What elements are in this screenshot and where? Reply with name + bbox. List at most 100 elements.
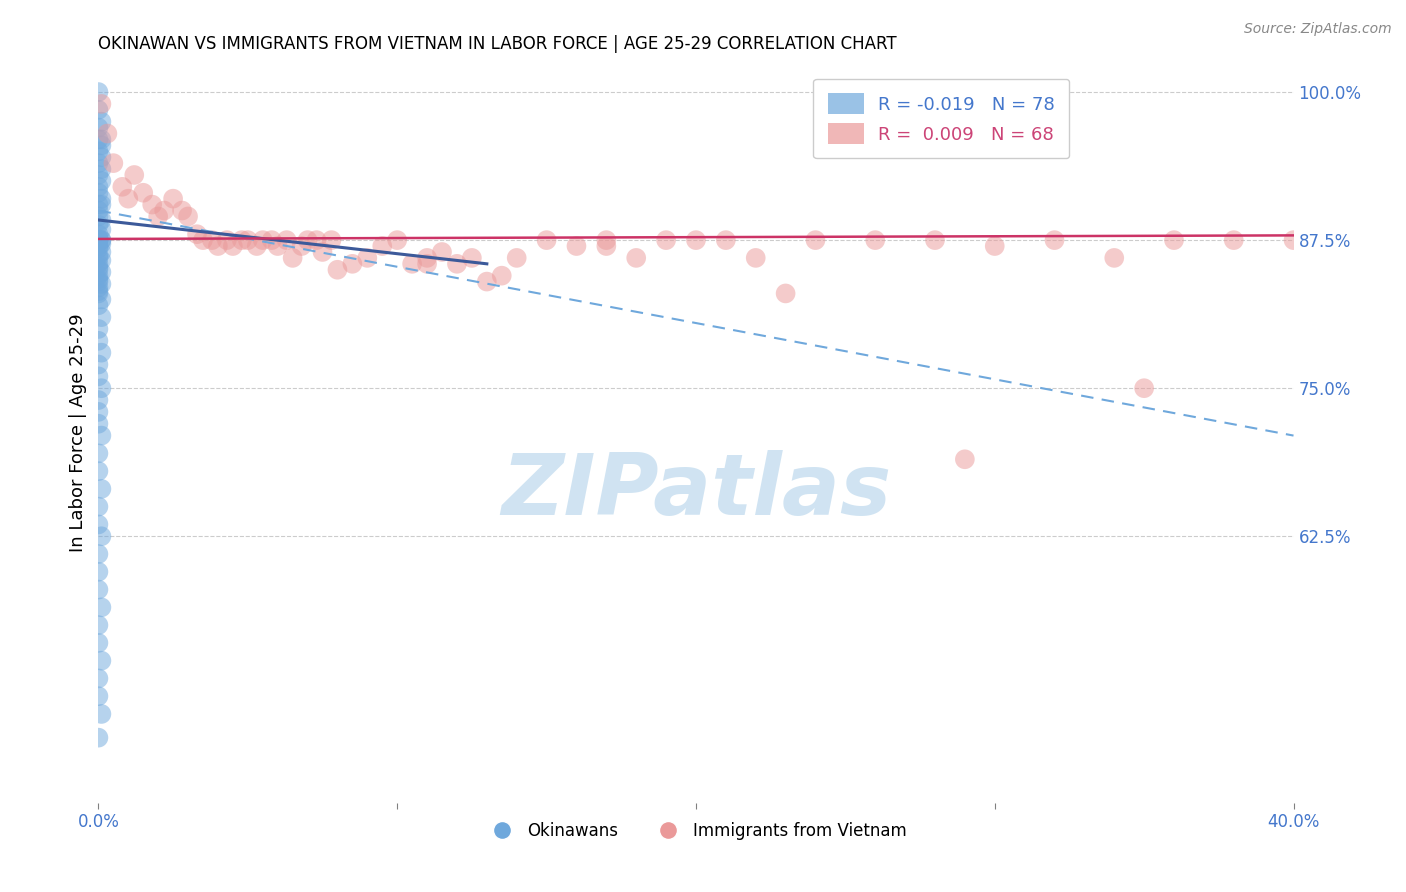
Point bbox=[90, 222, 112, 236]
Point bbox=[90, 381, 112, 395]
Point bbox=[260, 233, 283, 247]
Point bbox=[506, 251, 529, 265]
Point bbox=[775, 286, 797, 301]
Point bbox=[246, 239, 269, 253]
Point bbox=[172, 203, 194, 218]
Point bbox=[430, 244, 453, 259]
Point bbox=[90, 277, 112, 291]
Point bbox=[90, 253, 112, 268]
Point bbox=[201, 233, 224, 247]
Point bbox=[475, 275, 498, 289]
Point bbox=[90, 293, 112, 307]
Text: ZIPatlas: ZIPatlas bbox=[501, 450, 891, 533]
Point bbox=[87, 120, 110, 135]
Point bbox=[90, 192, 112, 206]
Point bbox=[595, 239, 617, 253]
Point bbox=[87, 268, 110, 283]
Point bbox=[90, 600, 112, 615]
Point bbox=[87, 547, 110, 561]
Point bbox=[461, 251, 484, 265]
Point bbox=[87, 233, 110, 247]
Point bbox=[326, 262, 349, 277]
Point bbox=[117, 192, 139, 206]
Y-axis label: In Labor Force | Age 25-29: In Labor Force | Age 25-29 bbox=[69, 313, 87, 552]
Point bbox=[162, 192, 184, 206]
Point bbox=[1223, 233, 1246, 247]
Point bbox=[177, 210, 200, 224]
Point bbox=[90, 233, 112, 247]
Point bbox=[90, 213, 112, 227]
Point bbox=[87, 334, 110, 348]
Point bbox=[90, 114, 112, 128]
Point bbox=[87, 618, 110, 632]
Point bbox=[1163, 233, 1185, 247]
Point bbox=[87, 446, 110, 460]
Point bbox=[90, 96, 112, 111]
Point bbox=[87, 251, 110, 265]
Point bbox=[87, 731, 110, 745]
Point bbox=[90, 174, 112, 188]
Point bbox=[87, 260, 110, 275]
Point bbox=[87, 405, 110, 419]
Point bbox=[1043, 233, 1066, 247]
Point bbox=[132, 186, 155, 200]
Point bbox=[87, 636, 110, 650]
Point bbox=[595, 233, 617, 247]
Point bbox=[87, 232, 110, 246]
Point bbox=[87, 517, 110, 532]
Point bbox=[87, 417, 110, 431]
Point bbox=[536, 233, 558, 247]
Point bbox=[90, 162, 112, 177]
Point bbox=[1133, 381, 1156, 395]
Point bbox=[655, 233, 678, 247]
Point bbox=[87, 241, 110, 255]
Point bbox=[1104, 251, 1126, 265]
Point bbox=[87, 210, 110, 224]
Point bbox=[1282, 233, 1305, 247]
Point bbox=[291, 239, 314, 253]
Point bbox=[252, 233, 274, 247]
Point bbox=[90, 138, 112, 153]
Point bbox=[924, 233, 946, 247]
Point bbox=[87, 358, 110, 372]
Point bbox=[90, 265, 112, 279]
Point bbox=[626, 251, 648, 265]
Point bbox=[416, 257, 439, 271]
Point bbox=[231, 233, 253, 247]
Point bbox=[90, 310, 112, 325]
Text: Source: ZipAtlas.com: Source: ZipAtlas.com bbox=[1244, 22, 1392, 37]
Point bbox=[96, 127, 118, 141]
Point bbox=[87, 186, 110, 200]
Point bbox=[186, 227, 208, 242]
Point bbox=[87, 582, 110, 597]
Point bbox=[321, 233, 343, 247]
Point bbox=[90, 428, 112, 442]
Point bbox=[305, 233, 328, 247]
Point bbox=[90, 654, 112, 668]
Point bbox=[153, 203, 176, 218]
Point bbox=[87, 280, 110, 294]
Point bbox=[87, 168, 110, 182]
Point bbox=[87, 565, 110, 579]
Point bbox=[87, 284, 110, 298]
Point bbox=[87, 257, 110, 271]
Point bbox=[90, 150, 112, 164]
Point bbox=[87, 248, 110, 262]
Point bbox=[356, 251, 378, 265]
Point bbox=[103, 156, 125, 170]
Point bbox=[87, 272, 110, 286]
Point bbox=[191, 233, 214, 247]
Point bbox=[1327, 233, 1350, 247]
Point bbox=[90, 244, 112, 259]
Point bbox=[865, 233, 887, 247]
Point bbox=[276, 233, 298, 247]
Point bbox=[87, 197, 110, 211]
Point bbox=[87, 227, 110, 242]
Point bbox=[90, 529, 112, 543]
Point bbox=[416, 251, 439, 265]
Point bbox=[148, 210, 170, 224]
Point bbox=[401, 257, 423, 271]
Point bbox=[90, 706, 112, 721]
Point bbox=[953, 452, 976, 467]
Point bbox=[297, 233, 319, 247]
